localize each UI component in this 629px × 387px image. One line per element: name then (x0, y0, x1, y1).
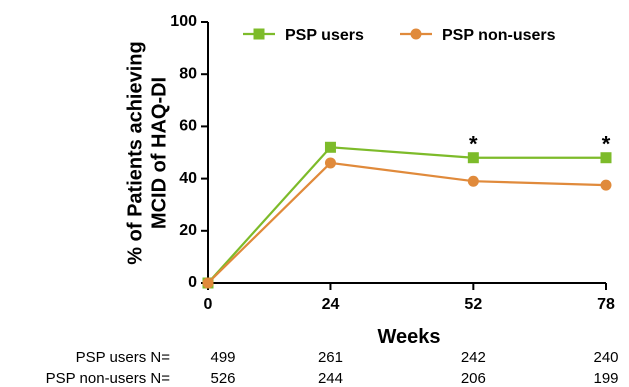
y-axis: 0 20 40 60 80 100 (170, 13, 209, 291)
annotations: * * (469, 132, 611, 157)
data-point-square (467, 152, 479, 164)
data-point-circle (600, 179, 612, 191)
significance-star: * (602, 132, 611, 157)
n-row-label: PSP non-users N= (46, 370, 171, 387)
y-axis-label-line-1: % of Patients achieving (124, 41, 146, 264)
n-cell: 206 (461, 370, 486, 387)
n-cell: 199 (593, 370, 618, 387)
data-point-square (600, 152, 612, 164)
data-point-square (324, 141, 336, 153)
legend-marker-circle (410, 28, 422, 40)
data-point-circle (324, 157, 336, 169)
x-tick-label: 0 (204, 296, 213, 313)
n-row-label: PSP users N= (76, 349, 171, 366)
n-cell: 244 (318, 370, 343, 387)
y-axis-label-line-2: MCID of HAQ-DI (148, 77, 170, 229)
y-tick-label: 60 (179, 118, 197, 135)
legend-label: PSP users (285, 27, 364, 44)
y-tick-label: 100 (170, 13, 197, 30)
series-group (202, 141, 612, 289)
x-tick-label: 52 (464, 296, 482, 313)
n-cell: 240 (593, 349, 618, 366)
n-cell: 499 (210, 349, 235, 366)
x-tick-label: 24 (322, 296, 340, 313)
significance-star: * (469, 132, 478, 157)
y-tick-label: 80 (179, 65, 197, 82)
x-axis-label: Weeks (377, 326, 440, 348)
y-tick-label: 20 (179, 222, 197, 239)
y-tick-label: 0 (188, 274, 197, 291)
legend-marker-square (253, 28, 265, 40)
data-point-circle (202, 277, 214, 289)
n-cell: 261 (318, 349, 343, 366)
data-point-circle (467, 175, 479, 187)
x-tick-label: 78 (597, 296, 615, 313)
series-line-1 (207, 146, 606, 284)
n-table: PSP users N= 499 261 242 240 PSP non-users N=… (46, 349, 619, 387)
y-tick-label: 40 (179, 170, 197, 187)
n-cell: 526 (210, 370, 235, 387)
legend-label: PSP non-users (442, 27, 556, 44)
legend: PSP users PSP non-users (243, 27, 556, 44)
x-axis: 0 24 52 78 (204, 282, 615, 313)
series-line-2 (207, 161, 607, 284)
n-cell: 242 (461, 349, 486, 366)
